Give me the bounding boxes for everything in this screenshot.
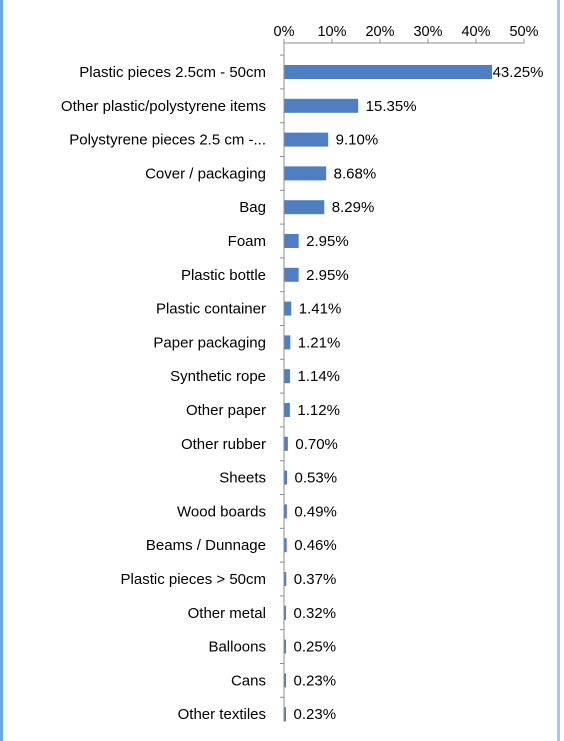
data-label: 2.95% bbox=[306, 233, 349, 250]
category-label: Plastic pieces 2.5cm - 50cm bbox=[79, 64, 266, 81]
bars bbox=[284, 65, 493, 722]
category-label: Foam bbox=[228, 233, 266, 250]
data-label: 0.49% bbox=[294, 503, 337, 520]
data-labels: 43.25% 15.35% 9.10% 8.68% 8.29% 2.95% 2.95% 1.4… bbox=[294, 64, 544, 723]
category-label: Other plastic/polystyrene items bbox=[61, 98, 266, 115]
bar bbox=[284, 166, 327, 181]
bar bbox=[284, 639, 286, 654]
data-label: 1.41% bbox=[299, 301, 342, 318]
data-label: 1.14% bbox=[297, 368, 340, 385]
bar bbox=[284, 301, 292, 316]
category-label: Plastic pieces > 50cm bbox=[121, 571, 266, 588]
bar bbox=[284, 403, 290, 417]
category-label: Beams / Dunnage bbox=[146, 537, 266, 554]
x-tick-label: 40% bbox=[461, 24, 490, 40]
data-label: 1.12% bbox=[297, 402, 340, 419]
data-label: 0.37% bbox=[294, 571, 337, 588]
x-tick-label: 50% bbox=[509, 24, 538, 40]
category-label: Plastic bottle bbox=[181, 267, 266, 284]
data-label: 2.95% bbox=[306, 267, 349, 284]
bar bbox=[284, 470, 288, 485]
x-tick-label: 0% bbox=[274, 24, 295, 40]
data-label: 0.53% bbox=[295, 470, 338, 487]
data-label: 0.46% bbox=[294, 537, 337, 554]
bar bbox=[284, 538, 287, 553]
category-label: Paper packaging bbox=[153, 334, 266, 351]
category-label: Polystyrene pieces 2.5 cm -... bbox=[69, 132, 266, 149]
data-label: 0.23% bbox=[294, 706, 337, 723]
category-label: Wood boards bbox=[177, 503, 266, 520]
data-label: 0.70% bbox=[295, 436, 338, 453]
x-axis: 0% 10% 20% 30% 40% 50% bbox=[274, 24, 539, 722]
bar bbox=[284, 673, 286, 688]
data-label: 15.35% bbox=[366, 98, 417, 115]
x-tick-label: 30% bbox=[413, 24, 442, 40]
category-label: Other rubber bbox=[181, 436, 266, 453]
category-label: Other metal bbox=[188, 605, 266, 622]
bar bbox=[284, 267, 299, 282]
bar bbox=[284, 98, 359, 113]
bar bbox=[284, 605, 287, 620]
bar bbox=[284, 707, 286, 722]
bar bbox=[284, 65, 493, 79]
bar bbox=[284, 132, 329, 147]
category-label: Bag bbox=[239, 199, 266, 216]
category-label: Synthetic rope bbox=[170, 368, 266, 385]
category-label: Cans bbox=[231, 672, 266, 689]
category-label: Cover / packaging bbox=[145, 165, 266, 182]
data-label: 0.25% bbox=[294, 639, 337, 656]
category-labels: Plastic pieces 2.5cm - 50cm Other plastic… bbox=[61, 64, 266, 723]
data-label: 0.23% bbox=[294, 672, 337, 689]
bar bbox=[284, 436, 288, 451]
bar bbox=[284, 335, 291, 350]
category-label: Plastic container bbox=[156, 301, 266, 318]
category-label: Other textiles bbox=[178, 706, 266, 723]
data-label: 43.25% bbox=[493, 64, 544, 81]
bar bbox=[284, 234, 299, 248]
bar bbox=[284, 200, 325, 215]
data-label: 0.32% bbox=[294, 605, 337, 622]
bar bbox=[284, 504, 287, 519]
category-label: Balloons bbox=[208, 639, 266, 656]
x-tick-label: 10% bbox=[317, 24, 346, 40]
category-label: Other paper bbox=[186, 402, 266, 419]
data-label: 8.29% bbox=[332, 199, 375, 216]
data-label: 9.10% bbox=[336, 132, 379, 149]
bar bbox=[284, 369, 290, 384]
x-tick-label: 20% bbox=[365, 24, 394, 40]
bar bbox=[284, 572, 287, 586]
bar-chart: 0% 10% 20% 30% 40% 50% Plastic pieces 2.5cm -… bbox=[61, 24, 544, 723]
data-label: 8.68% bbox=[334, 165, 377, 182]
category-label: Sheets bbox=[219, 470, 266, 487]
data-label: 1.21% bbox=[298, 334, 341, 351]
